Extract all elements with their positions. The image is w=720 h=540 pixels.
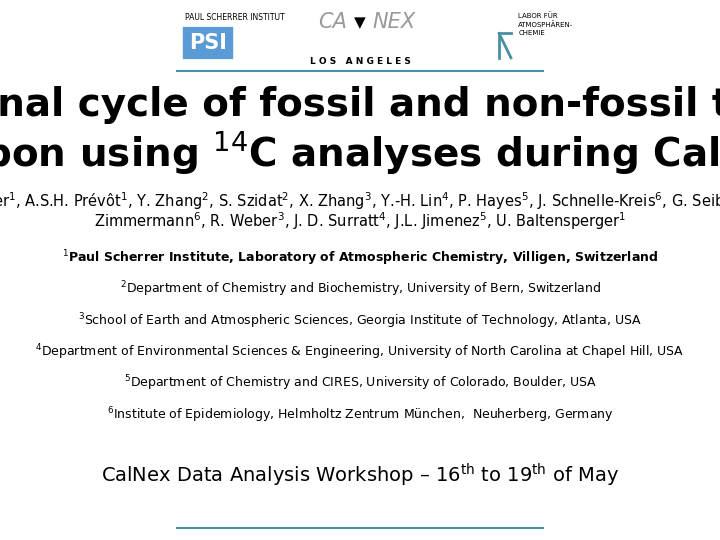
- Text: $^2$Department of Chemistry and Biochemistry, University of Bern, Switzerland: $^2$Department of Chemistry and Biochemi…: [120, 280, 600, 299]
- Text: $^6$Institute of Epidemiology, Helmholtz Zentrum München,  Neuherberg, Germany: $^6$Institute of Epidemiology, Helmholtz…: [107, 405, 613, 424]
- Text: $^1$Paul Scherrer Institute, Laboratory of Atmospheric Chemistry, Villigen, Swit: $^1$Paul Scherrer Institute, Laboratory …: [62, 248, 658, 268]
- Text: CA: CA: [318, 12, 347, 32]
- Text: L O S   A N G E L E S: L O S A N G E L E S: [310, 57, 410, 66]
- FancyBboxPatch shape: [183, 25, 233, 60]
- Text: Zimmermann$^6$, R. Weber$^3$, J. D. Surratt$^4$, J.L. Jimenez$^5$, U. Baltensper: Zimmermann$^6$, R. Weber$^3$, J. D. Surr…: [94, 211, 626, 232]
- Text: ▼: ▼: [354, 15, 366, 30]
- Text: CalNex Data Analysis Workshop – 16$^{\mathrm{th}}$ to 19$^{\mathrm{th}}$ of May: CalNex Data Analysis Workshop – 16$^{\ma…: [101, 462, 619, 489]
- Text: carbon using $^{14}$C analyses during CalNex: carbon using $^{14}$C analyses during Ca…: [0, 129, 720, 176]
- Text: PAUL SCHERRER INSTITUT: PAUL SCHERRER INSTITUT: [185, 14, 285, 23]
- Text: LABOR FÜR
ATMOSPHÄREN-
CHEMIE: LABOR FÜR ATMOSPHÄREN- CHEMIE: [518, 12, 574, 36]
- Text: $^4$Department of Environmental Sciences & Engineering, University of North Caro: $^4$Department of Environmental Sciences…: [35, 342, 685, 362]
- Text: P. Zotter$^1$, A.S.H. Prévôt$^1$, Y. Zhang$^2$, S. Szidat$^2$, X. Zhang$^3$, Y.-: P. Zotter$^1$, A.S.H. Prévôt$^1$, Y. Zha…: [0, 190, 720, 212]
- Text: PSI: PSI: [189, 32, 227, 53]
- Text: NEX: NEX: [373, 12, 416, 32]
- Text: $^3$School of Earth and Atmospheric Sciences, Georgia Institute of Technology, A: $^3$School of Earth and Atmospheric Scie…: [78, 311, 642, 330]
- Text: $^5$Department of Chemistry and CIRES, University of Colorado, Boulder, USA: $^5$Department of Chemistry and CIRES, U…: [124, 374, 596, 393]
- Text: Diurnal cycle of fossil and non-fossil total: Diurnal cycle of fossil and non-fossil t…: [0, 86, 720, 124]
